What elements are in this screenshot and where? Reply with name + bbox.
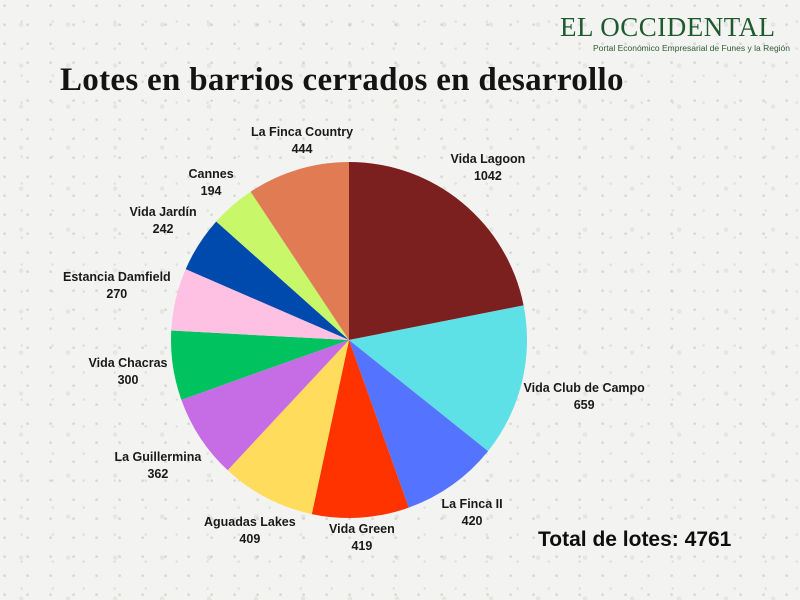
slice-label-value: 1042 <box>473 169 502 183</box>
slice-label: La Finca II 420 <box>442 496 503 530</box>
slice-label-value: 270 <box>106 287 128 301</box>
slice-label: Vida Jardín 242 <box>130 204 197 238</box>
pie-slice-vida-green <box>311 340 409 518</box>
brand-name: EL OCCIDENTAL <box>560 12 776 42</box>
pie-slice-vida-chacras <box>170 330 349 400</box>
slice-label: Vida Lagoon 1042 <box>451 151 526 185</box>
pie-slice-vida-lagoon <box>349 162 524 340</box>
slice-label-value: 444 <box>291 142 313 156</box>
total-lots: Total de lotes: 4761 <box>538 528 731 552</box>
pie-slice-aguadas-lakes <box>227 340 349 515</box>
slice-label: Cannes 194 <box>189 166 234 200</box>
pie-slice-vida-jard-n <box>185 221 349 340</box>
total-value: 4761 <box>684 528 732 551</box>
chart-title: Lotes en barrios cerrados en desarrollo <box>60 62 624 98</box>
slice-label-name: La Finca II <box>441 497 503 511</box>
slice-label: Vida Chacras 300 <box>89 355 168 389</box>
slice-label-value: 659 <box>573 398 595 412</box>
slice-label-name: Vida Chacras <box>88 356 168 370</box>
pie-slice-la-guillermina <box>181 340 349 471</box>
slice-label-name: Vida Club de Campo <box>523 381 645 395</box>
slice-label-name: Vida Green <box>329 522 395 536</box>
brand-tagline: Portal Económico Empresarial de Funes y … <box>593 43 791 53</box>
brand-logo: EL OCCIDENTAL Portal Económico Empresari… <box>560 12 792 53</box>
slice-label: Vida Club de Campo 659 <box>524 380 645 414</box>
slice-label: Aguadas Lakes 409 <box>204 514 296 548</box>
pie-slice-vida-club-de-campo <box>349 305 527 452</box>
slice-label-name: Estancia Damfield <box>63 270 171 284</box>
slice-label-value: 194 <box>200 184 222 198</box>
slice-label-value: 409 <box>239 532 261 546</box>
slice-label-value: 242 <box>152 222 174 236</box>
total-label: Total de lotes: <box>538 528 679 551</box>
slice-label-value: 362 <box>147 467 169 481</box>
slice-label: Vida Green 419 <box>329 521 395 555</box>
slice-label-name: Vida Lagoon <box>450 152 526 166</box>
slice-label-value: 419 <box>351 539 373 553</box>
pie-slice-estancia-damfield <box>171 269 349 340</box>
pie-slice-cannes <box>216 191 349 340</box>
pie-slice-la-finca-ii <box>349 340 489 508</box>
pie-slice-la-finca-country <box>250 162 349 340</box>
slice-label-name: Cannes <box>188 167 234 181</box>
slice-label-value: 300 <box>117 373 139 387</box>
slice-label: Estancia Damfield 270 <box>63 269 171 303</box>
slice-label-name: La Finca Country <box>251 125 354 139</box>
slice-label-name: La Guillermina <box>114 450 202 464</box>
slice-label: La Guillermina 362 <box>115 449 202 483</box>
slice-label-name: Aguadas Lakes <box>204 515 296 529</box>
slice-label-value: 420 <box>461 514 483 528</box>
slice-label: La Finca Country 444 <box>251 124 353 158</box>
slice-label-name: Vida Jardín <box>129 205 197 219</box>
